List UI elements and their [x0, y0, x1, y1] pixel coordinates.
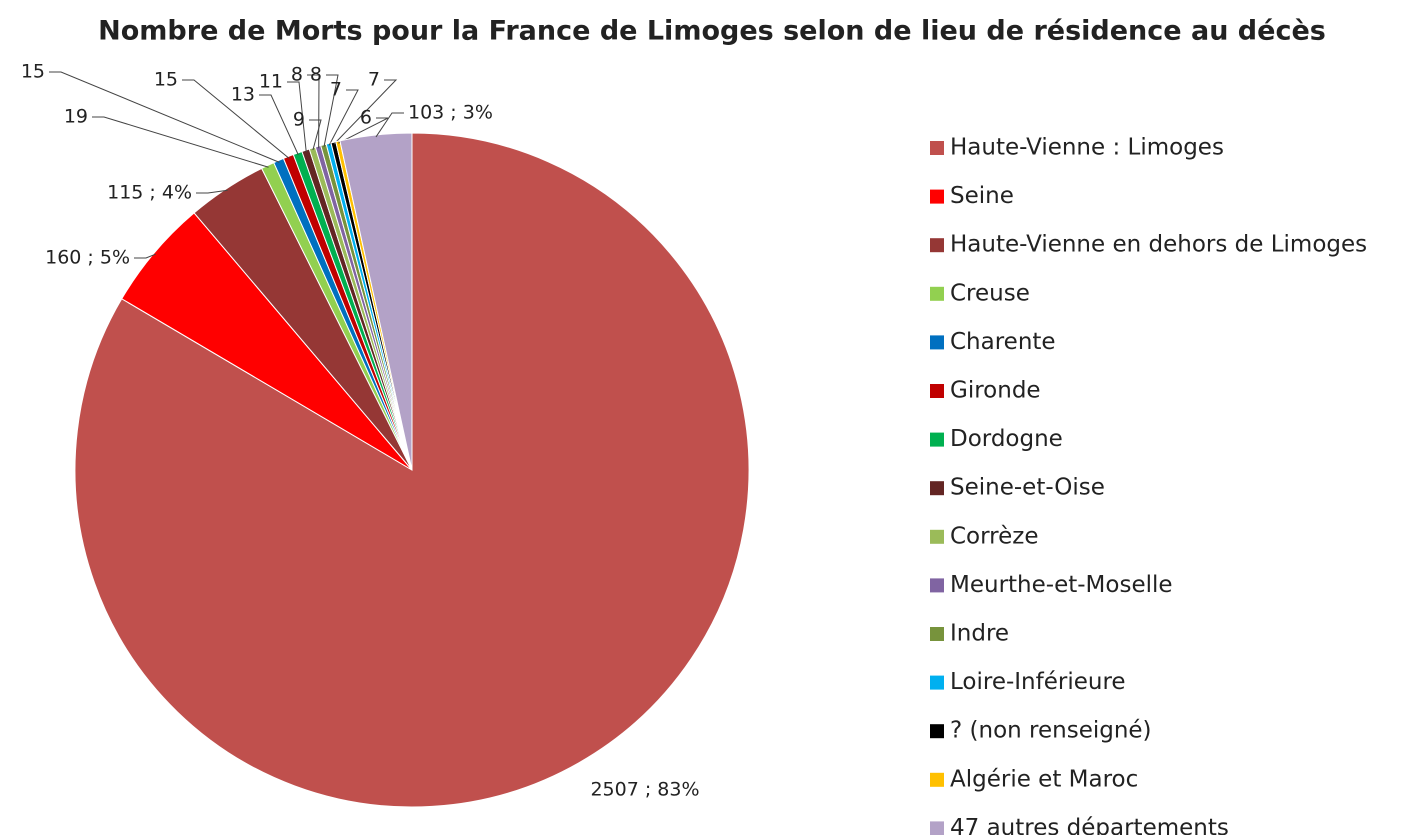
data-label: 7	[330, 79, 342, 101]
leader-line	[323, 74, 339, 147]
data-label: 15	[21, 61, 45, 83]
data-label: 19	[64, 106, 88, 128]
legend-label: Meurthe-et-Moselle	[950, 572, 1173, 598]
data-label: 11	[259, 71, 283, 93]
leader-line	[338, 117, 389, 144]
legend-swatch	[930, 675, 944, 690]
pie-slice	[339, 132, 413, 471]
pie-slice	[74, 132, 750, 808]
data-label: 9	[293, 109, 305, 131]
legend-label: Dordogne	[950, 426, 1063, 452]
legend-swatch	[930, 821, 944, 835]
data-label: 2507 ; 83%	[590, 779, 699, 801]
legend-swatch	[930, 578, 944, 593]
legend-swatch	[930, 141, 944, 155]
legend-label: Seine-et-Oise	[950, 475, 1105, 501]
leader-line	[259, 94, 299, 156]
data-label: 115 ; 4%	[107, 182, 192, 204]
legend-swatch	[930, 384, 944, 398]
legend-swatch	[930, 627, 944, 641]
leader-line	[328, 89, 359, 146]
data-label: 7	[368, 69, 380, 91]
legend-label: Gironde	[950, 378, 1041, 404]
data-label: 8	[291, 64, 303, 86]
legend-label: ? (non renseigné)	[950, 718, 1152, 744]
legend-swatch	[930, 724, 944, 739]
legend-label: 47 autres départements	[950, 815, 1229, 835]
leader-line	[182, 79, 290, 159]
leader-line	[375, 112, 404, 138]
data-label: 8	[310, 64, 322, 86]
legend-label: Haute-Vienne en dehors de Limoges	[950, 232, 1367, 258]
legend-label: Algérie et Maroc	[950, 766, 1138, 792]
legend-label: Charente	[950, 329, 1056, 355]
legend-label: Loire-Inférieure	[950, 669, 1126, 695]
leader-line	[196, 189, 228, 194]
data-label: 13	[231, 84, 255, 106]
data-label: 103 ; 3%	[408, 102, 493, 124]
legend-swatch	[930, 189, 944, 204]
legend-swatch	[930, 286, 944, 301]
legend-label: Indre	[950, 621, 1009, 647]
legend-swatch	[930, 335, 944, 350]
legend-label: Seine	[950, 183, 1014, 209]
leader-line	[309, 119, 322, 151]
leader-line	[287, 81, 307, 153]
legend-label: Haute-Vienne : Limoges	[950, 135, 1224, 161]
data-label: 6	[360, 107, 372, 129]
legend-swatch	[930, 481, 944, 496]
chart-title: Nombre de Morts pour la France de Limoge…	[98, 16, 1326, 47]
legend-label: Corrèze	[950, 523, 1039, 549]
legend-swatch	[930, 529, 944, 544]
legend-swatch	[930, 432, 944, 447]
leader-line	[134, 253, 157, 259]
leader-line	[92, 116, 269, 168]
leader-line	[333, 79, 398, 145]
legend-swatch	[930, 772, 944, 787]
leader-line	[49, 71, 280, 163]
data-label: 160 ; 5%	[45, 247, 130, 269]
data-label: 15	[154, 69, 178, 91]
legend-swatch	[930, 238, 944, 253]
legend-label: Creuse	[950, 280, 1030, 306]
leader-line	[307, 74, 320, 149]
